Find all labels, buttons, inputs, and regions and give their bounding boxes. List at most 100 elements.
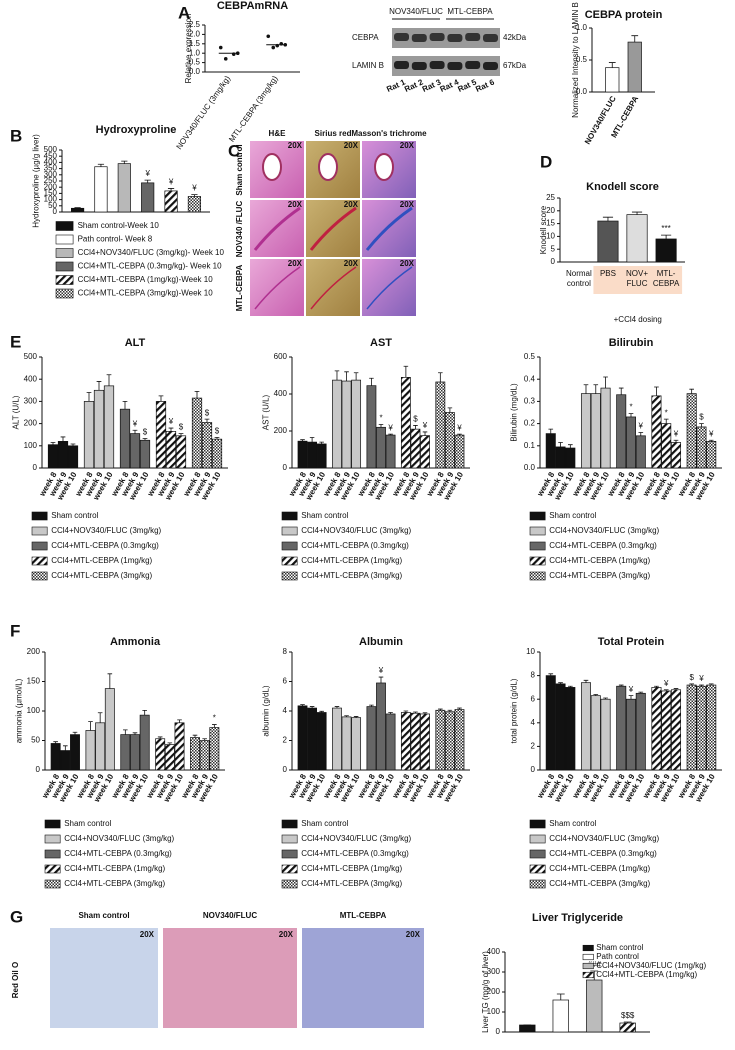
y-tick-label: 15 bbox=[546, 219, 555, 228]
error-bar bbox=[70, 443, 76, 446]
y-tick-label: 6 bbox=[283, 677, 288, 686]
bar bbox=[626, 416, 636, 469]
legend-swatch bbox=[582, 962, 594, 970]
y-tick-label: 0 bbox=[531, 765, 536, 774]
red-oil-image bbox=[302, 928, 424, 1028]
bar bbox=[651, 395, 662, 469]
error-bar bbox=[663, 689, 669, 691]
error-bar bbox=[583, 679, 589, 683]
bar bbox=[57, 441, 69, 469]
bar bbox=[50, 743, 61, 771]
error-bar bbox=[689, 388, 694, 394]
y-tick-label: 500 bbox=[24, 352, 38, 361]
bar bbox=[191, 397, 203, 469]
legend-label: Sham control bbox=[301, 511, 348, 520]
bar bbox=[626, 698, 636, 771]
blot-band bbox=[483, 62, 498, 70]
bar bbox=[117, 163, 131, 213]
y-axis-label: Bilirubin (mg/dL) bbox=[510, 383, 519, 442]
error-bar bbox=[378, 424, 384, 428]
bar bbox=[651, 687, 662, 771]
legend-label: CCl4+MTL-CEBPA (0.3mg/kg) bbox=[301, 849, 409, 858]
legend-label: CCl4+MTL-CEBPA (3mg/kg)-Week 10 bbox=[78, 289, 214, 298]
error-bar bbox=[121, 160, 128, 164]
bar bbox=[83, 401, 95, 469]
bar bbox=[706, 684, 717, 771]
magnification: 20X bbox=[344, 141, 359, 150]
bar bbox=[209, 727, 220, 771]
annotation: *** bbox=[661, 224, 670, 233]
legend-swatch bbox=[31, 541, 48, 551]
legend-label: Sham control-Week 10 bbox=[78, 221, 160, 230]
error-bar bbox=[63, 745, 68, 751]
legend-label: Path control- Week 8 bbox=[78, 235, 153, 244]
legend-label: Sham control bbox=[51, 511, 98, 520]
error-bar bbox=[106, 374, 112, 386]
legend-label: CCl4+NOV340/FLUC (3mg/kg) bbox=[301, 834, 411, 843]
bar bbox=[400, 377, 411, 469]
legend-label: CCl4+MTL-CEBPA (0.3mg/kg) bbox=[301, 541, 409, 550]
bar bbox=[155, 738, 166, 771]
annotation: $ bbox=[413, 415, 418, 424]
panel-label: C bbox=[228, 141, 240, 160]
error-bar bbox=[593, 384, 599, 394]
y-tick-label: 0.2 bbox=[524, 419, 536, 428]
legend-label: CCl4+NOV340/FLUC (3mg/kg) bbox=[549, 526, 659, 535]
error-bar bbox=[663, 418, 669, 424]
y-tick-label: 0.3 bbox=[524, 397, 536, 406]
chart-title: Hydroxyproline bbox=[96, 124, 177, 136]
error-bar bbox=[132, 429, 138, 434]
chart-title: Ammonia bbox=[110, 636, 161, 648]
chart-title: Knodell score bbox=[586, 181, 659, 193]
y-axis-label: Relative expression bbox=[184, 14, 193, 84]
histology-column: Masson's trichrome bbox=[351, 129, 427, 138]
y-tick-label: 200 bbox=[274, 426, 288, 435]
blot-band bbox=[411, 62, 427, 70]
y-tick-label: 200 bbox=[24, 419, 38, 428]
legend-swatch bbox=[44, 864, 61, 874]
y-axis-label: ALT (U/L) bbox=[12, 395, 21, 429]
bar bbox=[139, 714, 150, 771]
y-axis-label: albumin (g/dL) bbox=[262, 685, 271, 736]
legend-swatch bbox=[281, 819, 298, 829]
bar bbox=[366, 385, 377, 469]
histology-column: H&E bbox=[269, 129, 287, 138]
y-tick-label: 0 bbox=[36, 765, 41, 774]
fibrosis bbox=[310, 266, 357, 310]
annotation: ¥ bbox=[708, 429, 714, 438]
y-tick-label: 4 bbox=[283, 706, 288, 715]
vessel bbox=[318, 153, 338, 181]
histology-image bbox=[362, 200, 416, 257]
bar bbox=[67, 445, 79, 469]
bar bbox=[661, 690, 672, 771]
legend-label: CCl4+MTL-CEBPA (1mg/kg) bbox=[549, 864, 650, 873]
error-bar bbox=[708, 439, 714, 442]
fibrosis bbox=[366, 266, 413, 310]
x-tick-label: NOV+ FLUC bbox=[626, 269, 648, 288]
y-tick-label: 0.5 bbox=[576, 55, 588, 64]
y-tick-label: 600 bbox=[274, 352, 288, 361]
error-bar bbox=[50, 442, 56, 445]
error-bar bbox=[628, 413, 634, 417]
error-bar bbox=[708, 683, 714, 686]
legend-label: CCl4+MTL-CEBPA (0.3mg/kg) bbox=[549, 541, 657, 550]
legend-label: CCl4+MTL-CEBPA (1mg/kg) bbox=[301, 556, 402, 565]
legend-label: CCl4+MTL-CEBPA (0.3mg/kg) bbox=[549, 849, 657, 858]
error-bar bbox=[157, 736, 163, 739]
bar bbox=[454, 709, 465, 771]
blot-band bbox=[411, 34, 427, 42]
y-tick-label: 2 bbox=[531, 742, 536, 751]
y-tick-label: 50 bbox=[31, 736, 40, 745]
x-tick-label: MTL-CEBPA bbox=[653, 269, 680, 288]
error-bar bbox=[344, 715, 349, 717]
y-axis-label: Liver TG (mg/g of liver) bbox=[481, 951, 490, 1033]
bar bbox=[619, 1022, 636, 1033]
legend-label: CCl4+MTL-CEBPA (3mg/kg) bbox=[64, 879, 165, 888]
bar bbox=[199, 740, 210, 771]
fibrosis bbox=[309, 206, 357, 251]
legend-swatch bbox=[529, 849, 546, 859]
fibrosis bbox=[253, 206, 301, 251]
legend-label: CCl4+NOV340/FLUC (3mg/kg) bbox=[51, 526, 161, 535]
error-bar bbox=[558, 682, 563, 684]
y-tick-label: 200 bbox=[27, 647, 41, 656]
